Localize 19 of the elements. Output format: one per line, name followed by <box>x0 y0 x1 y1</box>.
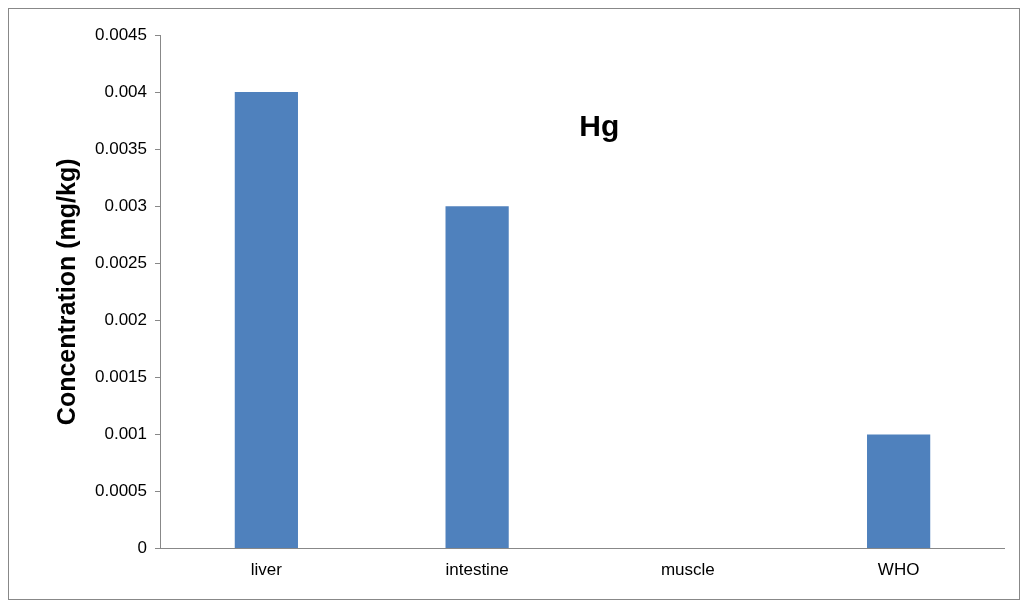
y-tick-label: 0.004 <box>104 81 147 101</box>
x-tick-label: WHO <box>877 560 920 580</box>
x-tick-label: muscle <box>660 560 715 580</box>
y-tick-label: 0.0015 <box>95 367 147 387</box>
y-axis-title: Concentration (mg/kg) <box>51 158 80 426</box>
y-tick-label: 0.0035 <box>95 138 147 158</box>
y-tick-label: 0 <box>137 538 147 558</box>
y-tick-label: 0.0005 <box>95 481 147 501</box>
y-tick-label: 0.0045 <box>95 24 147 44</box>
y-tick-label: 0.0025 <box>95 252 147 272</box>
x-tick-label: liver <box>250 560 283 580</box>
y-tick-label: 0.002 <box>104 310 147 330</box>
y-tick-label: 0.003 <box>104 195 147 215</box>
bar <box>234 92 298 549</box>
x-tick-label: intestine <box>445 560 509 580</box>
y-tick-label: 0.001 <box>104 424 147 444</box>
text: Hg <box>579 108 620 142</box>
bar <box>867 434 931 549</box>
bar <box>445 206 509 549</box>
